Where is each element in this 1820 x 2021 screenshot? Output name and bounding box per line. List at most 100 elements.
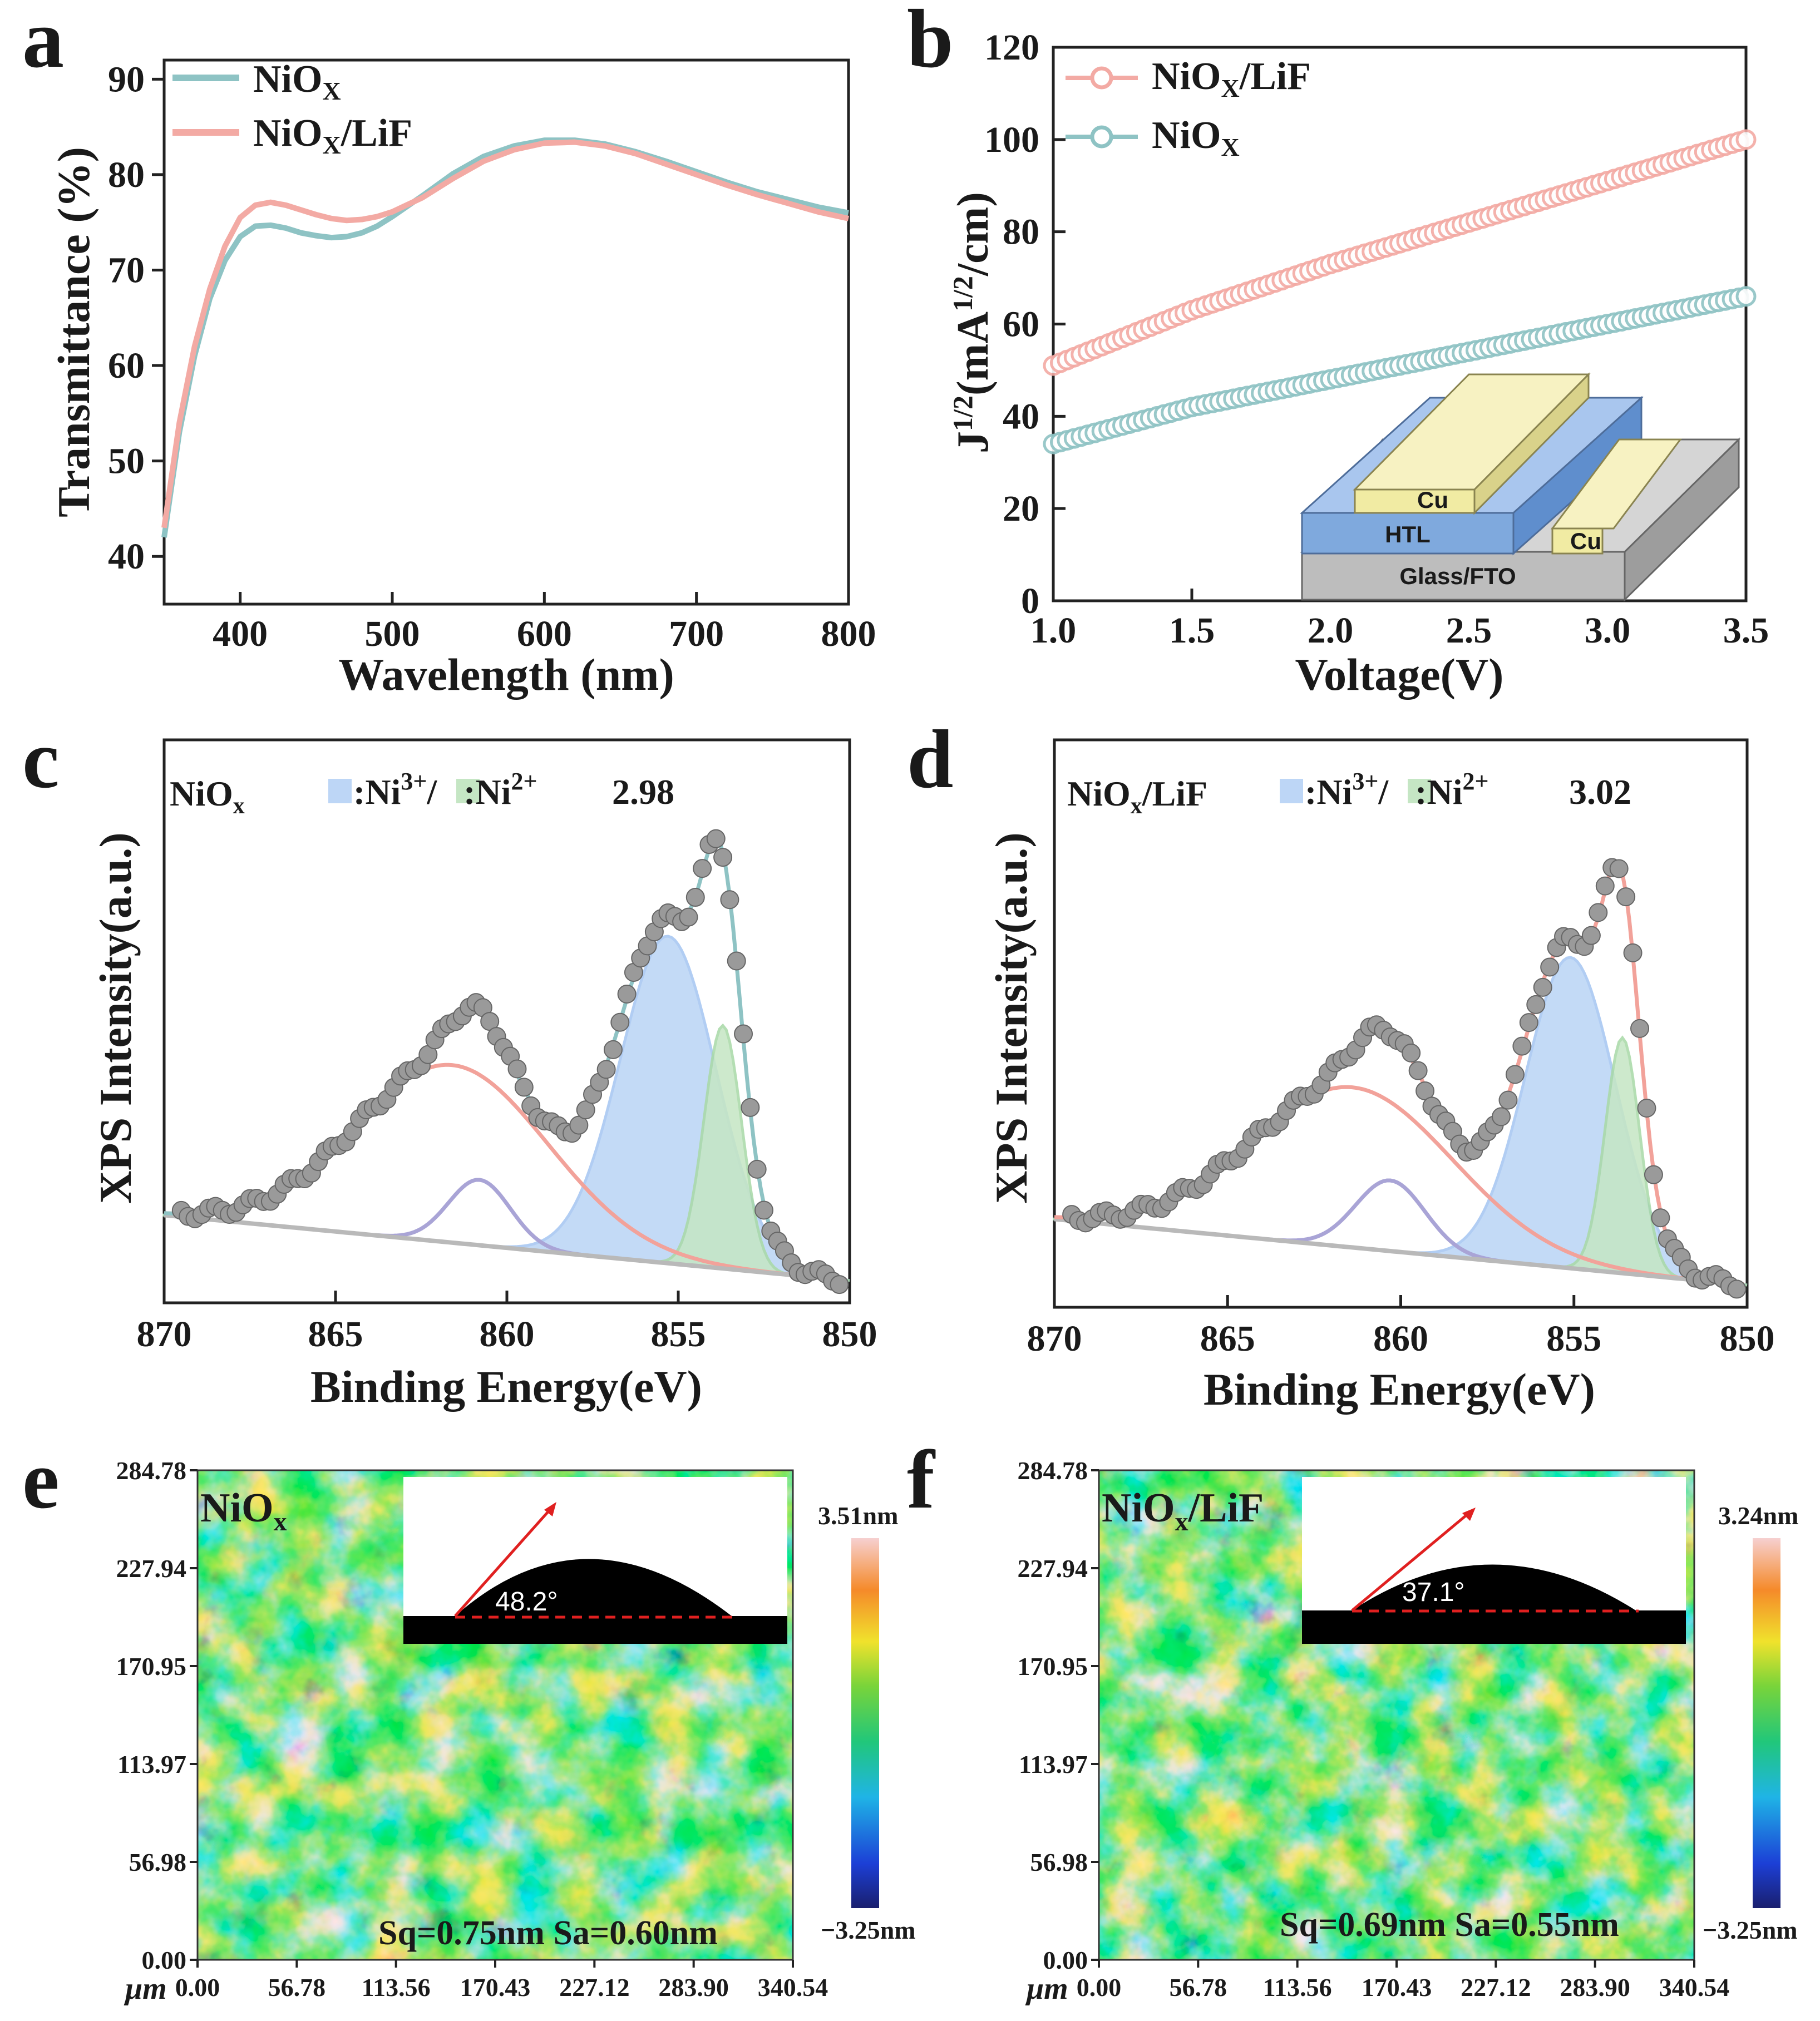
colorbar-max-f: 3.24nm <box>1718 1501 1798 1530</box>
legend-label-c-ratio: :Ni3+/:Ni2+ <box>353 768 537 812</box>
y-tick-label-b: 120 <box>984 27 1039 68</box>
panel-d: d 870 865 860 855 850 NiOx/LiF :Ni3+/:Ni2+ 3… <box>907 713 1775 1415</box>
xps-data-point <box>1651 1208 1670 1228</box>
angle-arrow-f <box>1351 1512 1470 1612</box>
y-tick-label-afm: 113.97 <box>117 1750 186 1778</box>
x-tick-label-xps: 870 <box>137 1314 192 1355</box>
inset-label-side-cu: Cu <box>1570 528 1601 554</box>
x-tick-label-xps: 855 <box>1546 1318 1601 1359</box>
y-tick-label-a: 60 <box>108 345 145 386</box>
xps-data-point <box>514 1078 534 1097</box>
y-tick-label-afm: 227.94 <box>116 1554 187 1583</box>
xps-data-point <box>1519 1013 1538 1032</box>
ratio-value-c: 2.98 <box>612 772 674 812</box>
y-tick-label-a: 70 <box>108 250 145 290</box>
y-tick-label-a: 50 <box>108 441 145 482</box>
contact-angle-substrate-f <box>1302 1610 1686 1644</box>
legend-a: NiOX NiOX/LiF <box>172 58 412 159</box>
y-tick-label-afm: 227.94 <box>1018 1554 1088 1583</box>
y-tick-label-afm: 170.95 <box>1018 1652 1088 1681</box>
xps-data-point <box>1609 859 1629 878</box>
y-tick-label-afm: 284.78 <box>116 1456 187 1485</box>
y-tick-label-b: 100 <box>984 120 1039 160</box>
y-tick-label-afm: 0.00 <box>142 1946 187 1974</box>
series-line-a <box>161 139 850 528</box>
legend-b: NiOX/LiF NiOX <box>1066 55 1311 161</box>
cu-top-electrode-front <box>1354 488 1476 514</box>
series-line-a <box>161 137 849 538</box>
colorbar-e <box>851 1538 879 1908</box>
xps-data-point <box>747 1159 767 1179</box>
xps-data-point <box>507 1059 527 1079</box>
xps-data-point <box>1512 1036 1532 1056</box>
x-tick-label-xps: 850 <box>822 1314 877 1355</box>
x-tick-label-a: 400 <box>213 614 268 654</box>
xps-data-point <box>679 907 698 927</box>
device-inset: Cu HTL Cu Glass/FTO <box>1300 372 1740 602</box>
x-tick-label-afm: 170.43 <box>460 1973 531 2002</box>
y-tick-label-b: 40 <box>1003 396 1039 437</box>
panel-c: c 870 865 860 855 850 NiOx :Ni3+/:Ni2+ 2.98 … <box>22 713 877 1412</box>
colorbar-max-e: 3.51nm <box>818 1501 898 1530</box>
xps-data-point <box>685 888 705 907</box>
y-tick-label-b: 60 <box>1003 304 1039 345</box>
x-tick-label-xps: 870 <box>1027 1318 1082 1359</box>
xps-data-point <box>754 1200 773 1220</box>
y-axis-title-a: Transmittance (%) <box>48 147 99 517</box>
x-tick-label-b: 2.5 <box>1446 610 1492 651</box>
x-tick-label-xps: 865 <box>1200 1318 1255 1359</box>
y-tick-label-a: 80 <box>108 155 145 195</box>
ratio-value-d: 3.02 <box>1569 772 1631 812</box>
y-axis-title-b: J1/2(mA1/2/cm) <box>947 192 998 453</box>
xps-data-point <box>1727 1279 1747 1299</box>
x-tick-label-xps: 850 <box>1720 1318 1775 1359</box>
x-tick-label-afm: 170.43 <box>1362 1973 1432 2002</box>
roughness-e: Sq=0.75nm Sa=0.60nm <box>378 1914 718 1952</box>
inset-label-top-cu: Cu <box>1417 487 1448 513</box>
panel-f: f 0.00 56.78 113.56 170.43 227.12 283.90 340.5… <box>907 1434 1798 2006</box>
afm-sample-e: NiOx <box>200 1485 287 1536</box>
y-tick-label-afm: 56.98 <box>129 1848 187 1876</box>
panel-letter-f: f <box>907 1434 936 1526</box>
xps-data-point <box>596 1060 616 1079</box>
xps-data-point <box>1630 1019 1650 1038</box>
x-tick-label-b: 1.5 <box>1169 610 1215 651</box>
panel-letter-a: a <box>22 0 64 85</box>
xps-data-point <box>1505 1065 1525 1084</box>
contact-angle-inset-e: 48.2° <box>403 1477 787 1644</box>
x-unit-afm: μm <box>124 1971 167 2006</box>
sample-label-d: NiOx/LiF <box>1067 774 1207 819</box>
legend-label-niox: NiOX <box>253 58 341 105</box>
panel-letter-b: b <box>907 0 953 85</box>
x-tick-label-afm: 113.56 <box>362 1973 431 2002</box>
legend-swatch-c-ni2 <box>456 779 480 803</box>
xps-data-point <box>1498 1090 1518 1110</box>
x-tick-label-afm: 0.00 <box>1077 1973 1122 2002</box>
colorbar-min-e: −3.25nm <box>821 1916 916 1944</box>
contact-angle-inset-f: 37.1° <box>1302 1477 1686 1644</box>
xps-data-point <box>727 951 746 971</box>
xps-data-point <box>1492 1107 1511 1126</box>
xps-data-point <box>720 890 739 910</box>
sample-label-c: NiOx <box>170 774 245 819</box>
series-marker-b <box>1735 286 1757 307</box>
angle-arrowhead-e <box>544 1502 556 1516</box>
inset-label-htl: HTL <box>1385 521 1431 547</box>
xps-data-point <box>1526 995 1546 1014</box>
xps-data-point <box>610 1012 630 1032</box>
x-tick-label-afm: 56.78 <box>268 1973 326 2002</box>
panel-a: a 400 500 600 700 800 40 50 60 70 80 90 NiOX NiOX/… <box>22 0 876 700</box>
roughness-f: Sq=0.69nm Sa=0.55nm <box>1280 1906 1619 1944</box>
y-tick-label-b: 0 <box>1021 581 1039 621</box>
xps-data-point <box>617 985 637 1004</box>
xps-data-point <box>713 848 733 867</box>
background-line <box>1054 1217 1744 1287</box>
x-tick-label-xps: 860 <box>480 1314 535 1355</box>
x-tick-label-afm: 340.54 <box>1659 1973 1730 2002</box>
y-tick-label-afm: 284.78 <box>1018 1456 1088 1485</box>
glass-fto-side <box>1624 437 1740 602</box>
droplet-e <box>455 1559 732 1616</box>
y-tick-label-b: 80 <box>1003 212 1039 253</box>
xps-data-point <box>1616 887 1636 907</box>
